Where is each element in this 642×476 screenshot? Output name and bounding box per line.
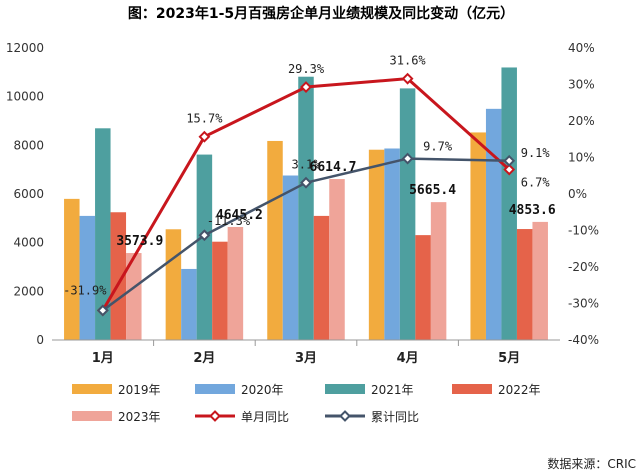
marker-单月同比 — [401, 72, 414, 85]
legend-marker — [209, 410, 221, 422]
legend-label: 单月同比 — [241, 410, 289, 424]
legend-swatch — [195, 384, 235, 394]
bar-2020年 — [79, 215, 96, 340]
y-left-tick-label: 6000 — [13, 187, 44, 201]
bar-2023年 — [126, 253, 142, 340]
legend-marker — [339, 410, 351, 422]
bar-2020年 — [485, 108, 502, 340]
y-right-tick-label: -40% — [568, 333, 599, 347]
y-left-tick-label: 4000 — [13, 236, 44, 250]
bar-2021年 — [399, 88, 416, 340]
x-tick-label: 4月 — [397, 351, 419, 366]
bar-2019年 — [368, 149, 385, 340]
line-value-label: 15.7% — [186, 112, 223, 126]
bar-2020年 — [384, 148, 400, 340]
y-left-tick-label: 0 — [36, 333, 44, 347]
marker-累计同比 — [300, 176, 312, 189]
y-right-tick-label: 0% — [568, 187, 587, 201]
marker-累计同比 — [198, 229, 211, 242]
legend-label: 累计同比 — [371, 410, 419, 424]
marker-单月同比 — [300, 81, 312, 93]
y-right-tick-label: 30% — [568, 78, 595, 92]
marker-累计同比 — [401, 152, 414, 165]
bar-2023年 — [227, 226, 244, 340]
legend-label: 2023年 — [118, 410, 161, 424]
line-value-label: 9.1% — [521, 146, 551, 160]
bar-value-label: 5665.4 — [409, 183, 456, 198]
bar-2019年 — [267, 140, 283, 340]
bar-2022年 — [516, 229, 533, 340]
bar-value-label: 6614.7 — [310, 160, 357, 175]
bar-2019年 — [165, 229, 182, 340]
chart-title: 图：2023年1-5月百强房企单月业绩规模及同比变动（亿元） — [128, 5, 514, 22]
marker-累计同比 — [503, 154, 516, 167]
y-right-tick-label: 20% — [568, 114, 595, 128]
y-right-tick-label: 10% — [568, 151, 595, 165]
marker-累计同比 — [96, 304, 109, 317]
legend-label: 2021年 — [371, 383, 414, 397]
legend-swatch — [452, 384, 492, 394]
bar-2021年 — [298, 76, 314, 341]
bar-2020年 — [181, 268, 197, 340]
bar-2022年 — [415, 235, 431, 340]
bar-2023年 — [532, 221, 548, 340]
line-value-label: 6.7% — [521, 176, 551, 190]
y-right-tick-label: 40% — [568, 41, 595, 55]
y-left-tick-label: 10000 — [6, 90, 44, 104]
y-left-tick-label: 8000 — [13, 138, 44, 152]
marker-单月同比 — [198, 130, 211, 143]
marker-单月同比 — [503, 163, 516, 176]
bars-layer — [64, 67, 548, 341]
x-tick-label: 2月 — [193, 351, 215, 366]
y-right-tick-label: -20% — [568, 260, 599, 274]
source-note: 数据来源：CRIC — [547, 456, 636, 471]
lines-layer — [96, 72, 516, 317]
y-right-tick-label: -30% — [568, 297, 599, 311]
y-left-tick-label: 12000 — [6, 41, 44, 55]
bar-2022年 — [313, 215, 330, 340]
bar-2021年 — [196, 154, 213, 340]
bar-value-label: 4853.6 — [509, 203, 556, 218]
line-value-label: 29.3% — [288, 62, 325, 76]
legend-label: 2020年 — [241, 383, 284, 397]
bar-value-label: 3573.9 — [116, 234, 163, 249]
bar-2019年 — [64, 198, 80, 340]
bar-2023年 — [329, 179, 345, 340]
x-tick-label: 5月 — [498, 351, 520, 366]
line-value-label: -31.9% — [63, 283, 107, 297]
axes-layer: 0 2000 4000 6000 8000 10000 12000 -40% -30% -20% -… — [6, 41, 599, 366]
line-value-label: 9.7% — [423, 140, 453, 154]
legend-swatch — [72, 384, 112, 394]
line-value-label: 3.1% — [292, 158, 322, 172]
y-right-tick-label: -10% — [568, 224, 599, 238]
y-left-tick-label: 2000 — [13, 284, 44, 298]
x-tick-label: 1月 — [92, 351, 114, 366]
bar-2021年 — [95, 128, 111, 340]
bar-2021年 — [501, 67, 517, 340]
bar-value-label: 4645.2 — [216, 208, 263, 223]
legend: 2019年 2020年 2021年 2022年 2023年 单月同比 累计同比 — [72, 383, 541, 424]
bar-2022年 — [110, 212, 127, 340]
legend-label: 2022年 — [498, 383, 541, 397]
labels-layer: 3573.9 4645.2 6614.7 5665.4 4853.6 -31.9% 15.7… — [63, 54, 556, 298]
legend-swatch — [325, 384, 365, 394]
bar-2019年 — [470, 132, 486, 340]
line-value-label: -11.3% — [207, 214, 251, 228]
bar-2020年 — [282, 175, 299, 340]
bar-2023年 — [430, 202, 447, 340]
x-tick-label: 3月 — [295, 351, 317, 366]
line-value-label: 31.6% — [390, 54, 427, 68]
legend-label: 2019年 — [118, 383, 161, 397]
legend-swatch — [72, 411, 112, 421]
bar-2022年 — [212, 241, 228, 340]
